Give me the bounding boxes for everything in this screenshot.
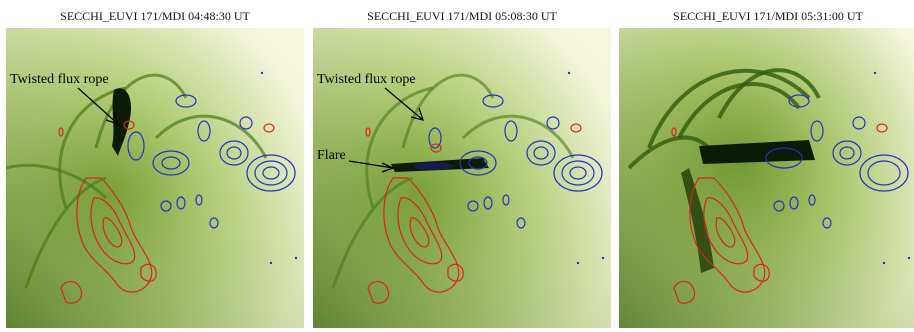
euvi-panel-0448: SECCHI_EUVI 171/MDI 04:48:30 UT — [6, 0, 304, 332]
negative-polarity-contours — [428, 94, 603, 229]
twisted-flux-rope-label: Twisted flux rope — [10, 72, 109, 87]
coronal-loops — [331, 73, 575, 289]
solar-image-frame — [619, 28, 914, 328]
flux-rope-arrow — [384, 87, 424, 121]
negative-polarity-contours — [765, 94, 909, 229]
flare-arcade-core — [699, 140, 815, 164]
euvi-panel-0508: SECCHI_EUVI 171/MDI 05:08:30 UT — [313, 0, 611, 332]
panel-title: SECCHI_EUVI 171/MDI 04:48:30 UT — [60, 9, 250, 23]
panel-title: SECCHI_EUVI 171/MDI 05:31:00 UT — [673, 9, 863, 23]
positive-polarity-contours — [671, 123, 888, 304]
negative-polarity-contours — [127, 94, 296, 229]
flux-rope-core — [112, 88, 132, 156]
solar-euv-image — [619, 28, 914, 328]
positive-polarity-contours — [365, 123, 582, 304]
flux-rope-arrow — [77, 87, 120, 126]
solar-euv-image — [313, 28, 611, 328]
flare-label: Flare — [317, 148, 346, 163]
panel-title: SECCHI_EUVI 171/MDI 05:08:30 UT — [367, 9, 557, 23]
twisted-flux-rope-label: Twisted flux rope — [317, 72, 416, 87]
post-flare-loops — [627, 68, 821, 170]
positive-polarity-contours — [58, 120, 275, 304]
solar-image-frame — [6, 28, 304, 328]
solar-image-frame — [313, 28, 611, 328]
coronal-loops — [6, 73, 268, 289]
solar-euv-image — [6, 28, 304, 328]
euvi-panel-0531: SECCHI_EUVI 171/MDI 05:31:00 UT — [619, 0, 914, 332]
flare-arrow — [348, 160, 395, 173]
